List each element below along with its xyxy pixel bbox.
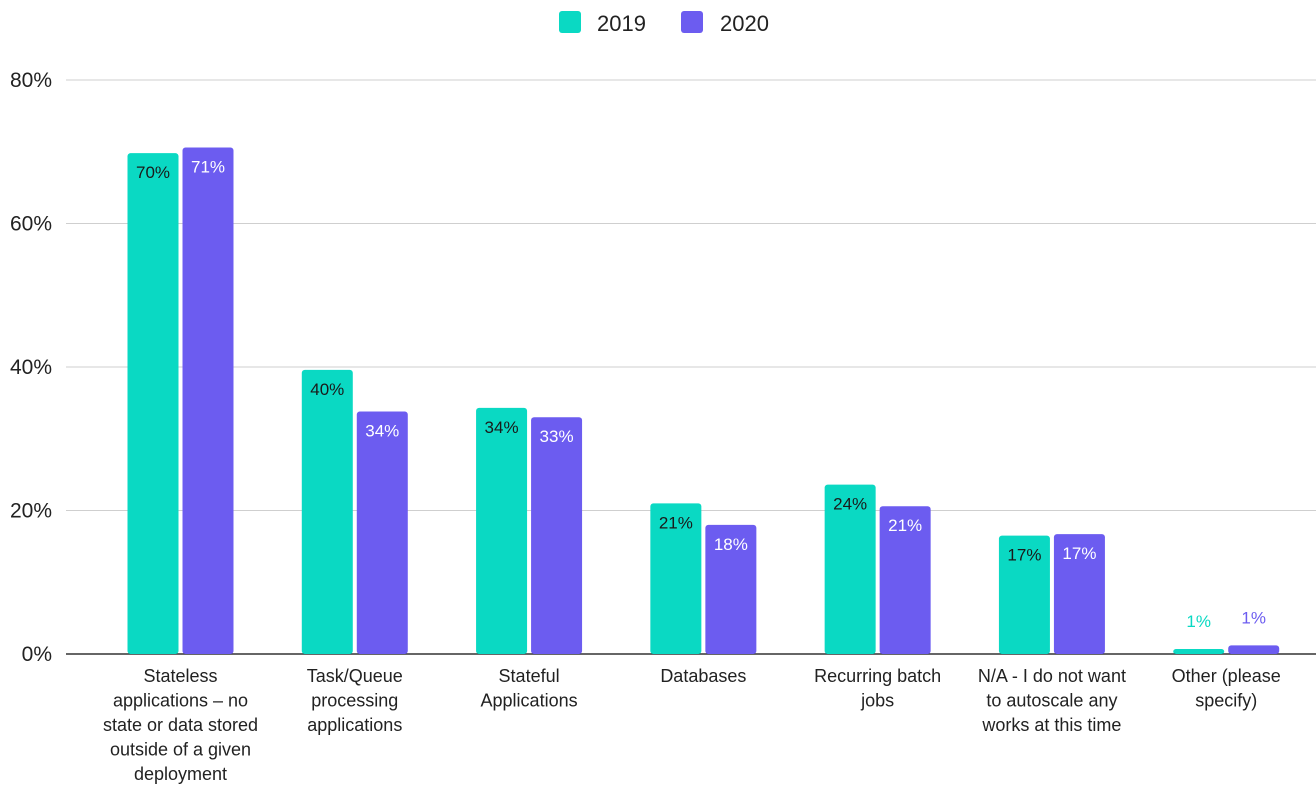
x-category-label: outside of a given (110, 740, 251, 760)
data-label: 34% (485, 418, 519, 437)
data-label: 1% (1186, 612, 1211, 631)
y-axis: 0% 20% 40% 60% 80% (10, 69, 52, 666)
x-category-label: Task/Queue (307, 666, 403, 686)
y-tick-label: 40% (10, 356, 52, 379)
data-label: 24% (833, 495, 867, 514)
data-label: 33% (540, 427, 574, 446)
x-category-label: jobs (860, 691, 894, 711)
x-category-label: applications (307, 715, 402, 735)
legend: 2019 2020 (559, 11, 769, 36)
x-category-label: deployment (134, 764, 227, 784)
data-label: 21% (888, 516, 922, 535)
x-category-label: state or data stored (103, 715, 258, 735)
bar-2020-6 (1228, 645, 1280, 654)
x-category-label: Other (please (1172, 666, 1281, 686)
x-category-label: N/A - I do not want (978, 666, 1126, 686)
x-category-label: Stateful (499, 666, 560, 686)
data-label: 1% (1241, 608, 1266, 627)
bar-2020-1 (356, 411, 408, 654)
x-category-label: Recurring batch (814, 666, 941, 686)
y-tick-label: 80% (10, 69, 52, 92)
x-category-label: Stateless (143, 666, 217, 686)
data-label: 40% (310, 380, 344, 399)
data-label: 71% (191, 157, 225, 176)
data-label: 17% (1062, 544, 1096, 563)
bar-2019-4 (824, 484, 876, 654)
x-category-label: processing (311, 691, 398, 711)
bar-2019-2 (476, 407, 528, 654)
legend-swatch-2019 (559, 11, 581, 33)
bar-2020-5 (1053, 534, 1105, 654)
bar-2020-3 (705, 524, 757, 654)
y-tick-label: 20% (10, 500, 52, 523)
bar-2020-2 (531, 417, 583, 654)
bar-2019-1 (301, 369, 353, 654)
bar-2019-5 (998, 535, 1050, 654)
bar-2019-6 (1173, 648, 1225, 654)
data-label: 21% (659, 513, 693, 532)
y-tick-label: 60% (10, 213, 52, 236)
bar-2019-0 (127, 153, 179, 654)
data-label: 70% (136, 163, 170, 182)
bar-2020-4 (879, 506, 931, 654)
legend-label: 2019 (597, 11, 646, 36)
bar-2020-0 (182, 147, 234, 654)
x-category-label: works at this time (981, 715, 1121, 735)
x-category-label: Applications (481, 691, 578, 711)
y-tick-label: 0% (22, 643, 52, 666)
bars: 70% 71% 40% 34% 34% 33% 21% 18% 24% 21% 17% 17% 1% 1% (127, 147, 1280, 654)
x-category-label: to autoscale any (986, 691, 1117, 711)
x-axis: Stateless applications – no state or data … (103, 666, 1281, 784)
x-category-label: applications – no (113, 691, 248, 711)
data-label: 18% (714, 535, 748, 554)
bar-2019-3 (650, 503, 702, 654)
data-label: 17% (1007, 546, 1041, 565)
x-category-label: Databases (660, 666, 746, 686)
data-label: 34% (365, 421, 399, 440)
legend-swatch-2020 (681, 11, 703, 33)
x-category-label: specify) (1195, 691, 1257, 711)
legend-label: 2020 (720, 11, 769, 36)
